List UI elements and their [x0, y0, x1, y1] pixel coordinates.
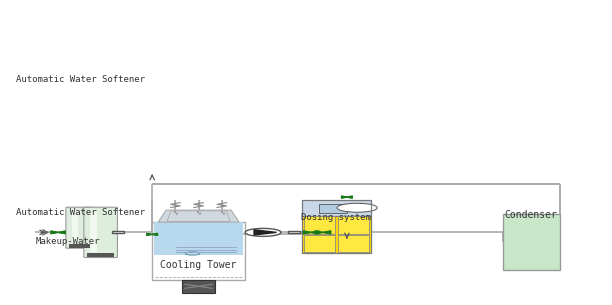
Bar	[70, 244, 90, 248]
Bar	[502, 214, 559, 270]
Polygon shape	[254, 230, 277, 235]
Bar	[302, 200, 371, 253]
Text: Makeup-Water: Makeup-Water	[35, 237, 100, 246]
Text: Condenser: Condenser	[504, 210, 558, 221]
Polygon shape	[152, 233, 157, 235]
Polygon shape	[323, 231, 330, 234]
Text: Dosing system: Dosing system	[301, 213, 371, 222]
Bar	[302, 200, 371, 216]
Circle shape	[245, 228, 281, 236]
Bar	[302, 216, 371, 253]
Text: Cooling Tower: Cooling Tower	[160, 260, 237, 270]
Polygon shape	[341, 196, 347, 198]
Bar	[182, 280, 215, 293]
Bar	[338, 235, 369, 253]
Bar	[338, 216, 369, 234]
Polygon shape	[303, 231, 311, 234]
Text: Automatic Water Softener: Automatic Water Softener	[16, 75, 145, 84]
Bar	[304, 235, 335, 253]
Bar	[88, 253, 114, 257]
Bar	[319, 204, 347, 213]
Polygon shape	[147, 233, 152, 235]
Circle shape	[337, 203, 377, 212]
Polygon shape	[347, 196, 353, 198]
Text: Automatic Water Softener: Automatic Water Softener	[16, 208, 145, 217]
Polygon shape	[311, 231, 319, 234]
Polygon shape	[315, 231, 323, 234]
Polygon shape	[51, 231, 58, 234]
Bar	[72, 210, 78, 243]
Bar	[304, 216, 335, 234]
Polygon shape	[58, 231, 65, 234]
Bar	[288, 231, 300, 233]
FancyBboxPatch shape	[66, 207, 94, 248]
Bar	[112, 231, 124, 233]
Polygon shape	[158, 210, 239, 222]
Bar	[152, 222, 245, 280]
Bar	[154, 222, 243, 256]
Bar	[91, 210, 97, 252]
FancyBboxPatch shape	[84, 207, 118, 257]
Text: ∿: ∿	[219, 209, 225, 215]
Text: ∿: ∿	[196, 209, 201, 215]
Text: ∿: ∿	[173, 209, 178, 215]
